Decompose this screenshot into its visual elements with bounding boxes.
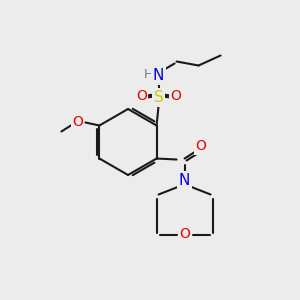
Text: O: O [170,88,181,103]
Text: N: N [179,173,190,188]
Text: S: S [154,90,164,105]
Text: O: O [179,227,190,242]
Text: O: O [72,115,83,128]
Text: N: N [153,68,164,83]
Text: O: O [136,88,147,103]
Text: O: O [195,140,206,154]
Text: H: H [144,68,153,81]
